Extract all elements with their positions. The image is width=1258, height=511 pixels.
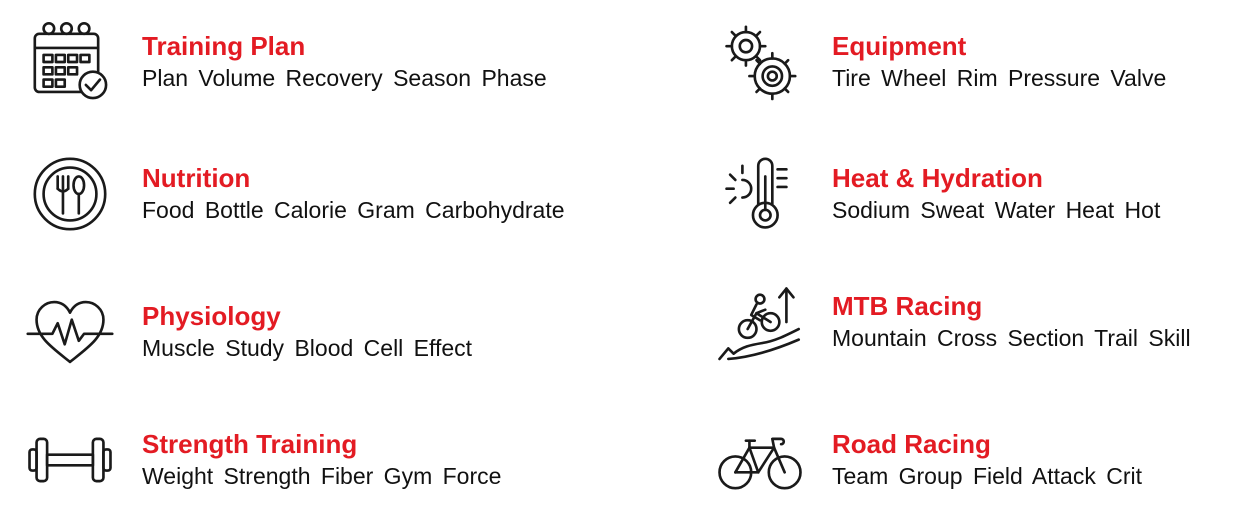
topic-heat-hydration: Heat & Hydration Sodium Sweat Water Heat… — [710, 144, 1160, 244]
topic-keywords: Food Bottle Calorie Gram Carbohydrate — [142, 197, 565, 223]
calendar-check-icon — [20, 12, 120, 112]
mountain-bike-icon — [710, 272, 810, 372]
topic-keywords: Muscle Study Blood Cell Effect — [142, 335, 473, 361]
sun-thermometer-icon — [710, 144, 810, 244]
topic-keywords: Tire Wheel Rim Pressure Valve — [832, 65, 1167, 91]
topic-title: Physiology — [142, 301, 281, 331]
topic-title: Road Racing — [832, 429, 991, 459]
topic-keywords: Plan Volume Recovery Season Phase — [142, 65, 547, 91]
dumbbell-icon — [20, 410, 120, 510]
topic-strength-training: Strength Training Weight Strength Fiber … — [20, 410, 501, 510]
topic-keywords: Mountain Cross Section Trail Skill — [832, 325, 1191, 351]
topic-keywords: Sodium Sweat Water Heat Hot — [832, 197, 1161, 223]
topic-title: Training Plan — [142, 31, 306, 61]
topic-equipment: Equipment Tire Wheel Rim Pressure Valve — [710, 12, 1166, 112]
road-bicycle-icon — [710, 410, 810, 510]
topic-keywords: Team Group Field Attack Crit — [832, 463, 1142, 489]
topic-title: Nutrition — [142, 163, 251, 193]
topic-title: Strength Training — [142, 429, 358, 459]
plate-cutlery-icon — [20, 144, 120, 244]
topic-physiology: Physiology Muscle Study Blood Cell Effec… — [20, 282, 472, 382]
topic-mtb-racing: MTB Racing Mountain Cross Section Trail … — [710, 272, 1191, 372]
topic-training-plan: Training Plan Plan Volume Recovery Seaso… — [20, 12, 547, 112]
topic-road-racing: Road Racing Team Group Field Attack Crit — [710, 410, 1142, 510]
topic-title: Heat & Hydration — [832, 163, 1043, 193]
topic-nutrition: Nutrition Food Bottle Calorie Gram Carbo… — [20, 144, 565, 244]
topic-keywords: Weight Strength Fiber Gym Force — [142, 463, 502, 489]
gears-icon — [710, 12, 810, 112]
topic-title: MTB Racing — [832, 291, 983, 321]
topic-title: Equipment — [832, 31, 967, 61]
heart-pulse-icon — [20, 282, 120, 382]
